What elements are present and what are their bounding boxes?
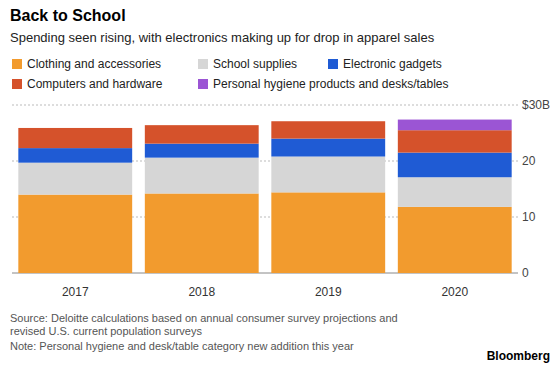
bars — [18, 120, 511, 273]
note: Note: Personal hygiene and desk/table ca… — [10, 340, 354, 352]
bar-segment — [145, 158, 259, 194]
chart: Back to School Spending seen rising, with… — [0, 0, 560, 368]
bar-segment — [398, 120, 512, 131]
credit: Bloomberg — [487, 349, 550, 363]
bar-segment — [271, 157, 385, 193]
legend-swatch — [198, 79, 208, 89]
bar-segment — [145, 193, 259, 273]
y-tick-label: 20 — [522, 154, 536, 168]
bar-segment — [398, 130, 512, 152]
bar-segment — [271, 192, 385, 273]
bar-segment — [18, 163, 132, 195]
subtitle: Spending seen rising, with electronics m… — [10, 30, 435, 45]
bar-segment — [398, 207, 512, 273]
legend-label: Computers and hardware — [27, 77, 163, 91]
source: Source: Deloitte calculations based on a… — [10, 312, 398, 324]
y-tick-label: 10 — [522, 210, 536, 224]
title: Back to School — [10, 7, 126, 24]
legend-label: Electronic gadgets — [343, 57, 442, 71]
bar-segment — [18, 128, 132, 148]
x-tick-label: 2018 — [188, 285, 215, 299]
grid-line — [12, 105, 518, 106]
bar-segment — [398, 153, 512, 178]
legend-label: Clothing and accessories — [27, 57, 161, 71]
legend-swatch — [12, 59, 22, 69]
legend-label: School supplies — [213, 57, 297, 71]
legend-swatch — [328, 59, 338, 69]
bar-segment — [271, 121, 385, 138]
bar-segment — [271, 139, 385, 157]
source: revised U.S. current population surveys — [10, 325, 202, 337]
bar-segment — [398, 177, 512, 207]
y-tick-label: $30B — [522, 98, 550, 112]
legend-swatch — [198, 59, 208, 69]
bar-segment — [145, 144, 259, 158]
legend-swatch — [12, 79, 22, 89]
x-tick-label: 2019 — [315, 285, 342, 299]
legend-label: Personal hygiene products and desks/tabl… — [213, 77, 448, 91]
y-tick-label: 0 — [522, 266, 529, 280]
background — [0, 0, 560, 368]
x-tick-label: 2017 — [62, 285, 89, 299]
x-tick-label: 2020 — [441, 285, 468, 299]
bar-segment — [145, 125, 259, 143]
bar-segment — [18, 195, 132, 273]
bar-segment — [18, 148, 132, 163]
